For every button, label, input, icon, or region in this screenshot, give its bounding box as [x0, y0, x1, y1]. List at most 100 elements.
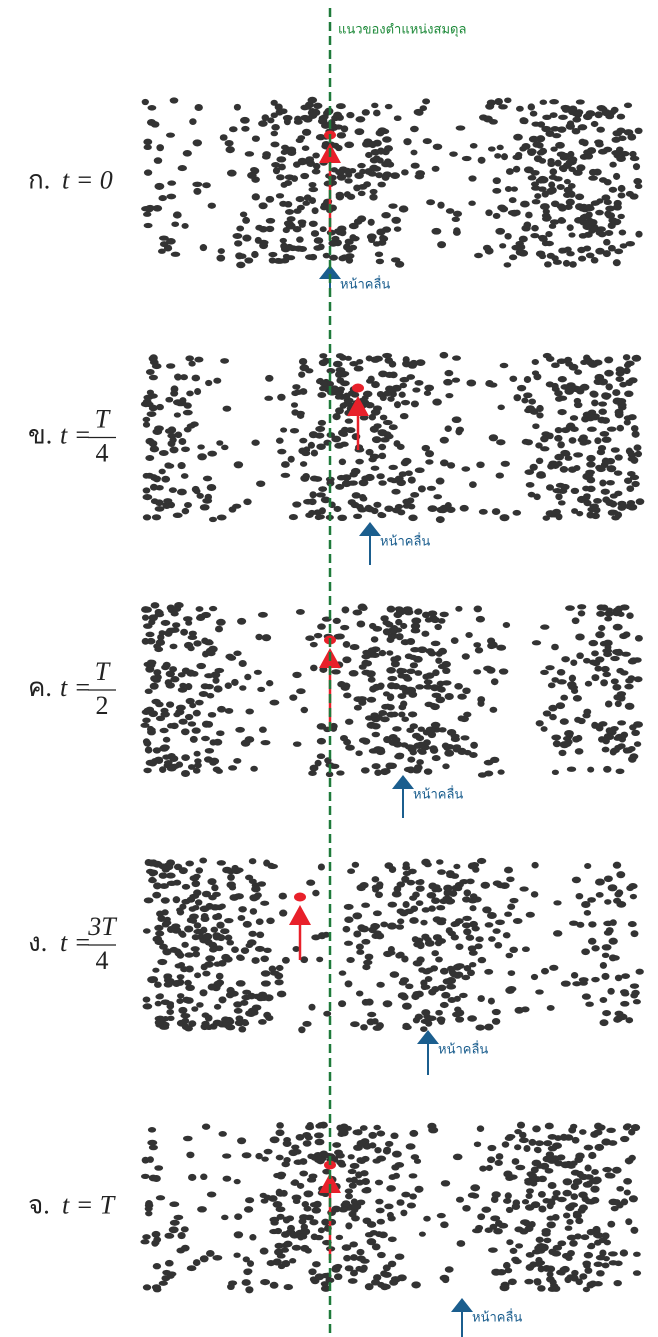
particle	[392, 726, 402, 731]
particle	[587, 147, 596, 154]
particle	[387, 676, 397, 681]
particle	[543, 710, 551, 716]
particle	[146, 369, 155, 375]
particle	[614, 470, 623, 475]
particle	[377, 1252, 386, 1258]
particle	[402, 458, 411, 465]
particle	[284, 118, 291, 125]
particle	[335, 484, 344, 490]
particle	[250, 167, 258, 173]
particle	[530, 233, 539, 238]
particle	[216, 922, 224, 929]
particle	[462, 916, 472, 921]
particle	[635, 451, 642, 457]
fraction-numerator: T	[95, 404, 111, 433]
particle	[453, 972, 461, 978]
particle	[349, 361, 358, 366]
particle	[383, 1284, 391, 1289]
particle	[408, 514, 417, 521]
particle	[547, 433, 554, 440]
particle	[244, 736, 254, 743]
particle	[602, 496, 610, 503]
particle	[456, 427, 464, 433]
particle	[630, 457, 638, 464]
particle	[287, 149, 296, 156]
particle	[575, 203, 584, 210]
particle	[539, 1244, 549, 1251]
particle	[380, 716, 390, 722]
particle	[533, 494, 540, 501]
particle	[271, 131, 279, 137]
particle	[159, 630, 166, 636]
particle	[337, 132, 346, 138]
particle	[312, 152, 320, 158]
particle	[211, 927, 219, 933]
particle	[365, 505, 372, 512]
particle	[266, 917, 275, 924]
particle	[485, 103, 494, 109]
particle	[567, 767, 576, 772]
particle	[536, 405, 544, 412]
particle	[405, 744, 415, 750]
particle	[233, 1252, 240, 1257]
particle	[199, 857, 207, 863]
time-label: t =	[60, 420, 91, 449]
particle	[402, 1003, 412, 1010]
particle	[274, 1249, 283, 1256]
particle	[477, 700, 484, 707]
particle	[492, 1018, 501, 1025]
particle	[623, 631, 631, 637]
particle	[193, 640, 201, 646]
particle	[575, 634, 585, 641]
particle	[374, 1147, 381, 1153]
particle	[581, 948, 590, 955]
particle	[416, 759, 424, 765]
particle	[362, 109, 370, 116]
particle	[582, 486, 590, 492]
particle	[433, 494, 442, 499]
particle	[346, 957, 354, 963]
particle	[385, 385, 394, 392]
particle	[586, 512, 594, 519]
particle	[209, 606, 217, 611]
particle	[413, 942, 422, 948]
particle	[143, 996, 151, 1002]
particle	[304, 194, 312, 201]
particle	[579, 434, 588, 441]
particle	[453, 227, 460, 233]
particle	[634, 444, 642, 451]
particle	[159, 728, 168, 733]
particle	[591, 399, 598, 406]
particle	[147, 729, 156, 736]
particle	[197, 444, 205, 449]
particle	[186, 1152, 194, 1159]
particle	[312, 1261, 321, 1267]
particle	[153, 643, 161, 649]
particle	[606, 480, 615, 486]
particle	[213, 378, 221, 384]
particle	[578, 610, 586, 616]
particle	[213, 739, 222, 746]
particle	[376, 1208, 385, 1214]
particle	[429, 745, 437, 752]
particle	[227, 655, 236, 661]
particle	[493, 177, 501, 184]
particle	[379, 1232, 388, 1239]
particle	[509, 376, 517, 382]
particle	[394, 754, 404, 760]
particle	[484, 1024, 493, 1031]
particle	[425, 940, 435, 947]
particle	[144, 223, 153, 228]
particle	[600, 431, 610, 437]
particle	[324, 181, 334, 187]
particle	[267, 1260, 276, 1266]
particle	[371, 636, 379, 642]
particle	[410, 150, 417, 156]
particle	[249, 1234, 256, 1240]
particle	[429, 703, 437, 708]
particle	[603, 766, 611, 773]
particle	[337, 681, 346, 687]
particle	[632, 431, 640, 438]
particle	[357, 621, 366, 628]
particle	[605, 700, 613, 707]
